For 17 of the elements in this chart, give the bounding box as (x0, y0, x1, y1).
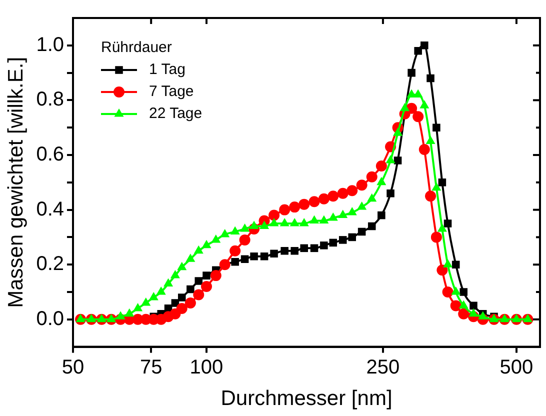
x-tick-label: 50 (62, 356, 84, 378)
x-tick-label: 100 (190, 356, 224, 378)
legend-title: Rührdauer (101, 39, 172, 56)
y-tick-label: 0.2 (36, 253, 64, 276)
x-tick-label: 500 (500, 356, 534, 378)
y-tick-label: 1.0 (36, 34, 64, 56)
y-tick-label: 0.0 (36, 308, 64, 330)
legend-label: 22 Tage (149, 105, 202, 122)
x-tick-label: 250 (366, 356, 400, 378)
legend-label: 7 Tage (149, 83, 194, 100)
x-tick-label: 75 (140, 356, 162, 378)
legend-label: 1 Tag (149, 61, 186, 78)
y-tick-label: 0.4 (36, 198, 64, 220)
y-tick-label: 0.6 (36, 144, 64, 166)
y-tick-label: 0.8 (36, 88, 64, 111)
x-axis-title: Durchmesser [nm] (220, 387, 392, 410)
y-axis-title: Massen gewichtet [willk.E.] (4, 56, 28, 308)
